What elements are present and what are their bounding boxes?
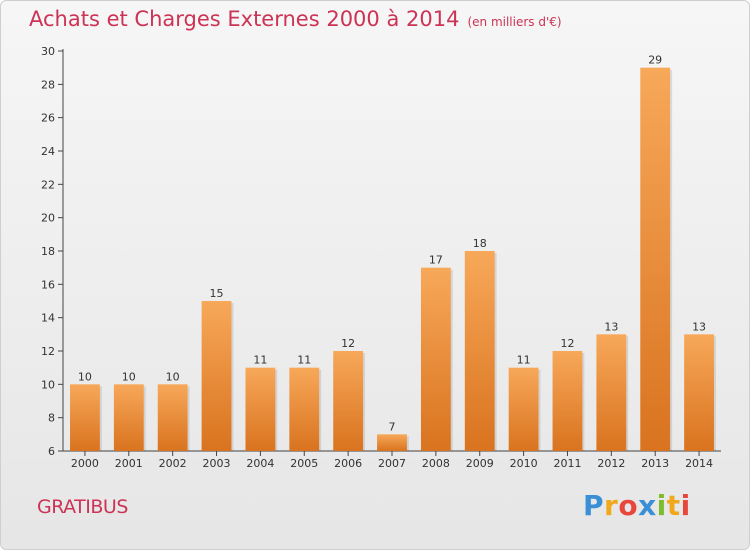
x-tick-label: 2010 <box>510 457 538 470</box>
y-tick-label: 18 <box>41 245 55 258</box>
value-label: 11 <box>517 354 531 367</box>
x-axis: 2000 2001 2002 2003 2004 2005 2006 2007 2008 2009… <box>63 450 721 470</box>
y-tick-label: 6 <box>48 445 55 458</box>
x-tick-label: 2006 <box>334 457 362 470</box>
bar-2010 <box>508 367 539 451</box>
chart-title: Achats et Charges Externes 2000 à 2014 (e… <box>29 7 562 31</box>
bar-2003 <box>201 301 232 451</box>
x-tick-label: 2000 <box>71 457 99 470</box>
x-tick-label: 2002 <box>159 457 187 470</box>
logo-letter: r <box>604 489 619 522</box>
value-label: 7 <box>389 420 396 433</box>
bar-2014 <box>684 334 714 451</box>
bar-2001 <box>113 384 144 451</box>
bar-2000 <box>70 384 100 451</box>
value-labels: 10 10 10 15 11 11 12 7 17 18 11 12 13 29 13 <box>78 54 706 434</box>
y-tick-label: 16 <box>41 278 55 291</box>
y-tick-label: 12 <box>41 345 55 358</box>
x-tick-label: 2007 <box>378 457 406 470</box>
value-label: 17 <box>429 254 443 267</box>
logo-letter: i <box>680 489 691 522</box>
logo-letter: i <box>656 489 667 522</box>
y-tick-label: 10 <box>41 378 55 391</box>
commune-name: GRATIBUS <box>37 496 128 518</box>
value-label: 10 <box>166 370 180 383</box>
bar-2008 <box>420 267 451 451</box>
y-tick-label: 14 <box>41 312 55 325</box>
value-label: 10 <box>78 370 92 383</box>
value-label: 18 <box>473 237 487 250</box>
bar-2011 <box>552 351 583 451</box>
value-label: 13 <box>604 320 618 333</box>
y-tick-label: 28 <box>41 78 55 91</box>
bar-2007 <box>377 434 407 451</box>
chart-unit: (en milliers d'€) <box>467 15 562 29</box>
y-tick-label: 24 <box>41 145 55 158</box>
value-label: 11 <box>253 354 267 367</box>
bar-2002 <box>157 384 188 451</box>
value-label: 12 <box>341 337 355 350</box>
x-tick-label: 2001 <box>115 457 143 470</box>
bar-2006 <box>333 351 364 451</box>
bar-2009 <box>464 251 495 451</box>
bars <box>70 67 716 452</box>
logo-letter: x <box>638 489 657 522</box>
y-axis: 6 8 10 12 14 16 18 20 22 24 26 28 30 <box>41 45 64 458</box>
bar-2004 <box>245 367 276 451</box>
y-tick-label: 30 <box>41 45 55 58</box>
x-tick-label: 2008 <box>422 457 450 470</box>
value-label: 29 <box>648 54 662 67</box>
bar-2013 <box>640 67 671 452</box>
y-tick-label: 20 <box>41 212 55 225</box>
bar-2012 <box>596 334 627 451</box>
x-tick-label: 2011 <box>553 457 581 470</box>
chart-title-text: Achats et Charges Externes 2000 à 2014 <box>29 7 460 31</box>
x-tick-label: 2009 <box>466 457 494 470</box>
x-tick-label: 2005 <box>290 457 318 470</box>
proxiti-logo: Proxiti <box>583 489 691 522</box>
logo-letter: t <box>666 489 681 522</box>
y-tick-label: 8 <box>48 412 55 425</box>
value-label: 11 <box>297 354 311 367</box>
value-label: 12 <box>560 337 574 350</box>
y-tick-label: 26 <box>41 112 55 125</box>
logo-letter: o <box>618 489 639 522</box>
x-tick-label: 2003 <box>203 457 231 470</box>
y-tick-label: 22 <box>41 178 55 191</box>
value-label: 15 <box>210 287 224 300</box>
value-label: 10 <box>122 370 136 383</box>
x-tick-label: 2014 <box>685 457 713 470</box>
x-tick-label: 2013 <box>641 457 669 470</box>
x-tick-label: 2004 <box>246 457 274 470</box>
x-tick-label: 2012 <box>597 457 625 470</box>
value-label: 13 <box>692 320 706 333</box>
logo-letter: P <box>583 489 605 522</box>
bar-2005 <box>289 367 320 451</box>
